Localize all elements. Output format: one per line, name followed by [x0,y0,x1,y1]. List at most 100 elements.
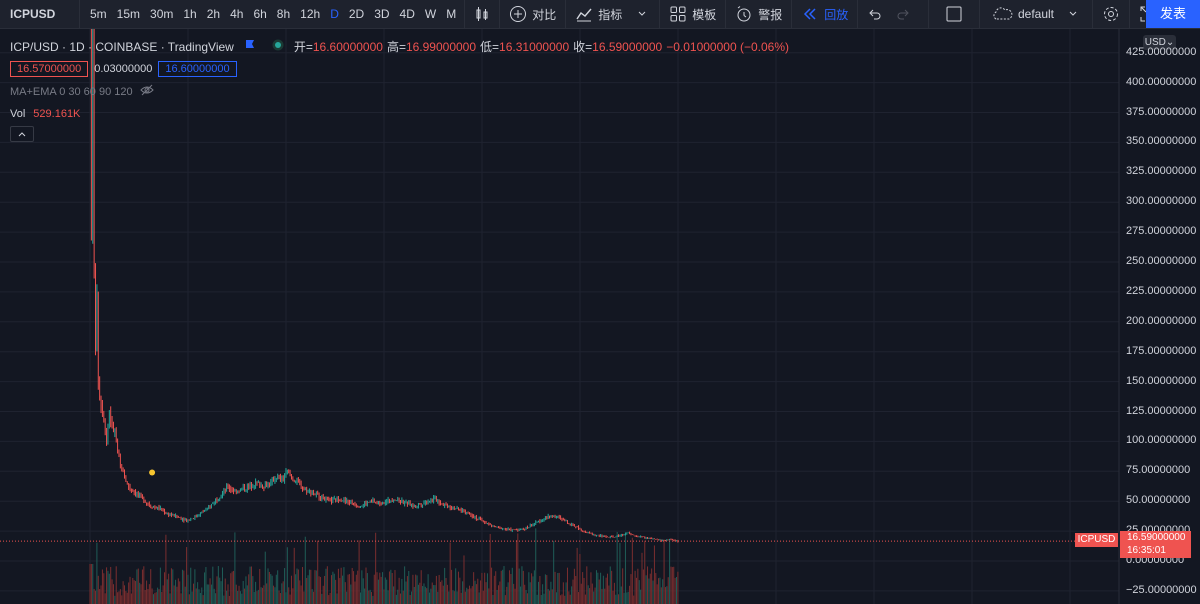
volume-bar [329,592,331,604]
collapse-legend-button[interactable] [10,126,34,142]
volume-bar [471,586,473,604]
volume-bar [179,581,181,604]
volume-bar [97,575,99,604]
volume-bar [343,567,345,604]
volume-bar [493,575,495,604]
redo-button[interactable] [889,0,917,28]
fullscreen-select-button[interactable] [940,0,968,28]
volume-bar [637,568,639,604]
volume-bar [273,585,275,604]
templates-button[interactable]: 模板 [663,0,722,28]
interval-2h[interactable]: 2h [206,7,221,21]
volume-bar [406,576,408,604]
interval-3d[interactable]: 3D [374,7,390,21]
interval-8h[interactable]: 8h [276,7,291,21]
alert-button[interactable]: 警报 [729,0,788,28]
interval-6h[interactable]: 6h [253,7,267,21]
interval-30m[interactable]: 30m [150,7,174,21]
volume-bar [619,542,621,604]
buy-button[interactable]: 16.60000000 [158,61,237,77]
volume-bar [506,586,508,604]
volume-bar [433,585,435,604]
open-label: 开= [293,40,313,54]
interval-w[interactable]: W [424,7,437,21]
publish-button[interactable]: 发表 [1146,0,1200,28]
volume-bar [90,564,92,604]
layout-button[interactable]: default [983,0,1089,28]
volume-bar [631,537,633,604]
interval-d[interactable]: D [330,7,339,21]
currency-selector[interactable]: USD⌄ [1143,35,1176,50]
settings-button[interactable] [1097,0,1125,28]
symbol-search-button[interactable]: ICPUSD [0,0,80,28]
volume-bar [286,547,288,604]
interval-2d[interactable]: 2D [348,7,365,21]
volume-bar [415,574,417,604]
indicators-button[interactable]: 指标 [569,0,628,28]
replay-button[interactable]: 回放 [795,0,854,28]
indicators-dropdown[interactable] [628,0,656,28]
volume-bar [489,533,491,604]
volume-bar [172,569,174,604]
top-toolbar: ICPUSD 5m 15m 30m 1h 2h 4h 6h 8h 12h D 2D 3D 4D W M 对比… [0,0,1200,29]
volume-bar [572,579,574,604]
volume-bar [257,589,259,604]
volume-bar [580,583,582,604]
interval-1h[interactable]: 1h [183,7,197,21]
volume-bar [165,534,167,604]
chart-grid [0,29,1119,604]
interval-4h[interactable]: 4h [230,7,244,21]
volume-bar [384,577,386,604]
volume-bar [533,570,535,604]
interval-5m[interactable]: 5m [90,7,107,21]
price-axis-label: −25.00000000 [1126,583,1197,596]
candlestick-series [90,29,679,543]
volume-bar [365,567,367,604]
volume-bar [495,571,497,604]
volume-bar [612,590,614,604]
volume-bar [296,568,298,604]
eye-off-icon[interactable] [139,84,154,99]
interval-4d[interactable]: 4D [399,7,415,21]
volume-bar [277,570,279,604]
volume-bar [147,589,149,604]
volume-bar [169,593,171,604]
volume-bar [640,589,642,604]
interval-15m[interactable]: 15m [116,7,141,21]
indicator-label[interactable]: MA+EMA 0 30 60 90 120 [10,85,133,98]
volume-bar [267,568,269,604]
volume-bar [491,567,493,604]
volume-bar [660,587,662,604]
price-chart[interactable] [0,29,1200,604]
price-axis-label: 325.00000000 [1126,165,1197,178]
volume-bar [130,593,132,604]
flag-icon[interactable] [244,39,256,54]
volume-bar [336,593,338,604]
volume-bar [388,571,390,604]
volume-bar [423,583,425,604]
volume-bar [587,585,589,604]
compare-button[interactable]: 对比 [503,0,562,28]
symbol-title[interactable]: ICP/USD · 1D · COINBASE · TradingView [10,39,234,54]
interval-12h[interactable]: 12h [300,7,321,21]
price-axis-label: 250.00000000 [1126,255,1197,267]
undo-button[interactable] [861,0,889,28]
volume-bar [237,591,239,604]
chart-legend: ICP/USD · 1D · COINBASE · TradingView 开=… [10,38,789,142]
volume-bar [159,567,161,604]
volume-bar [473,572,475,604]
market-status-icon [272,39,284,54]
volume-bar [268,571,270,604]
high-value: 16.99000000 [405,39,477,54]
volume-bar [361,570,363,604]
volume-label[interactable]: Vol [10,108,26,120]
volume-bar [480,580,482,604]
high-label: 高= [386,40,406,54]
volume-bar [137,568,139,604]
volume-bar [307,575,309,604]
volume-bar [514,588,516,604]
plus-circle-icon [510,6,527,22]
interval-m[interactable]: M [446,7,457,21]
chart-type-button[interactable] [468,0,496,28]
sell-button[interactable]: 16.57000000 [10,61,89,77]
